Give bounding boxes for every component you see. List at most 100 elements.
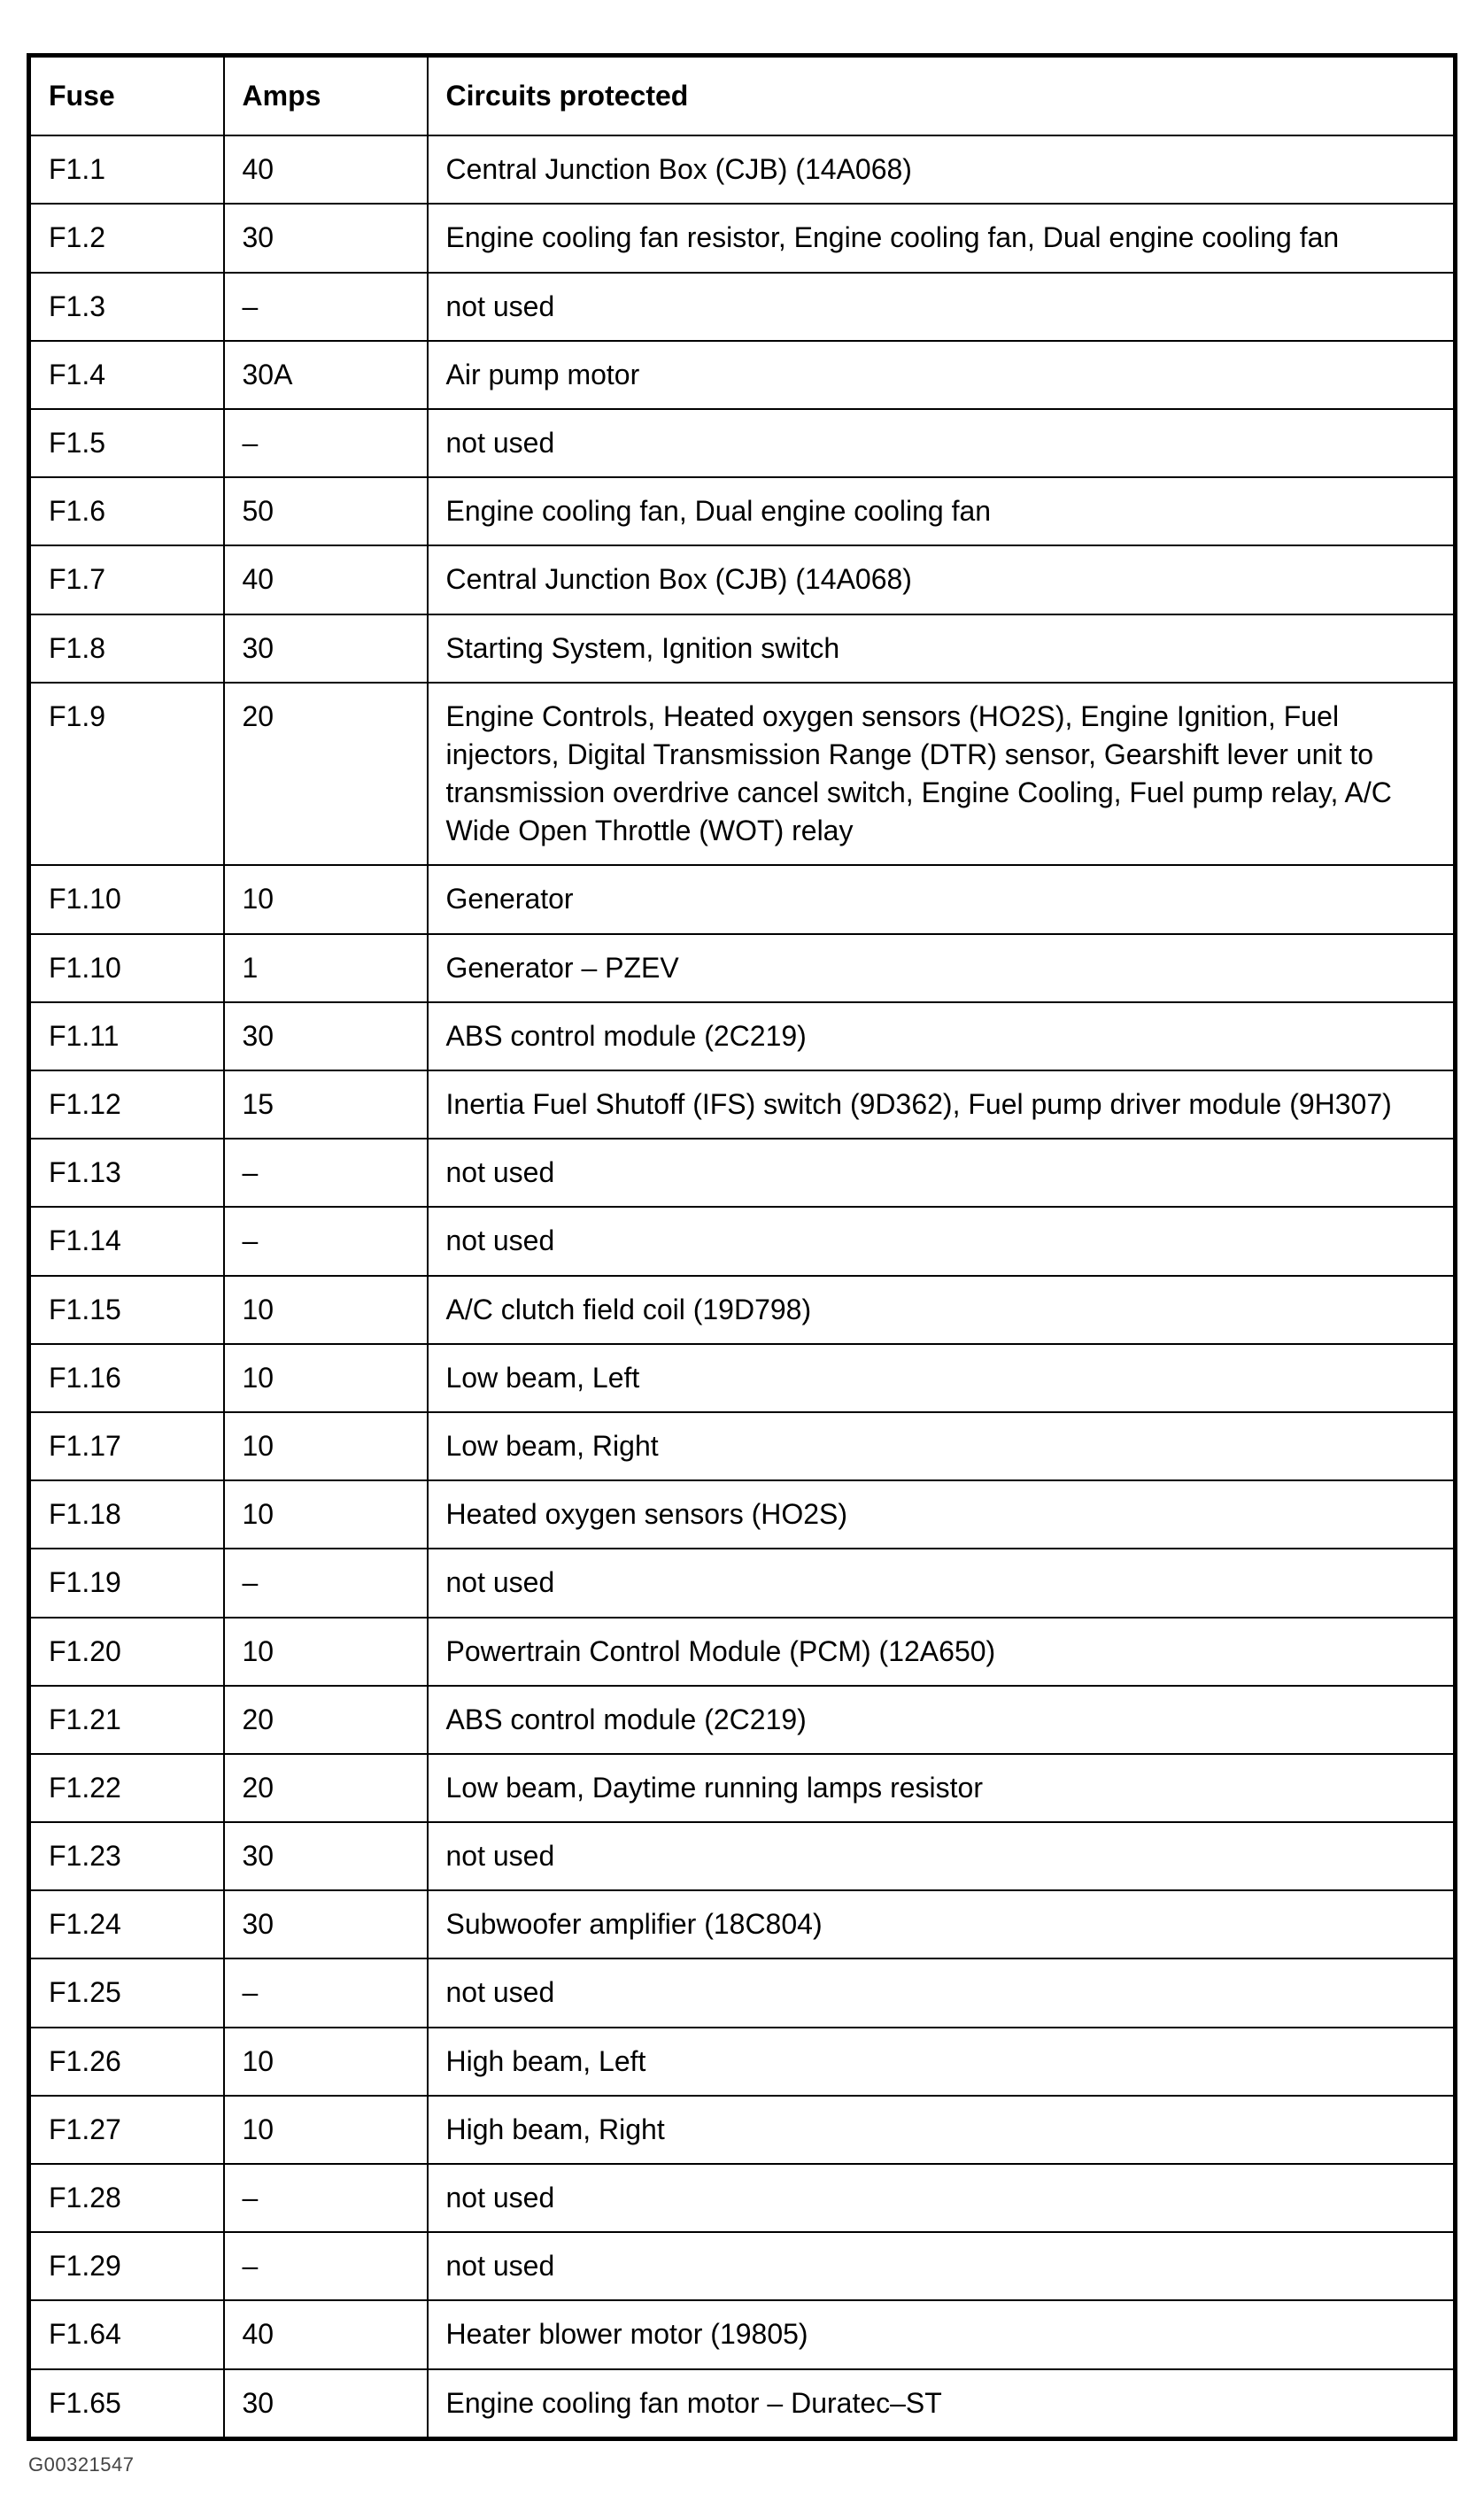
- table-row: F1.5–not used: [29, 409, 1456, 477]
- cell-fuse: F1.14: [29, 1207, 224, 1275]
- cell-fuse: F1.26: [29, 2028, 224, 2096]
- table-row: F1.1610Low beam, Left: [29, 1344, 1456, 1412]
- cell-amps: 20: [224, 1754, 428, 1822]
- table-row: F1.1510A/C clutch field coil (19D798): [29, 1276, 1456, 1344]
- cell-circuits: not used: [428, 2232, 1456, 2300]
- cell-circuits: Low beam, Daytime running lamps resistor: [428, 1754, 1456, 1822]
- cell-circuits: Central Junction Box (CJB) (14A068): [428, 545, 1456, 614]
- table-row: F1.2610High beam, Left: [29, 2028, 1456, 2096]
- cell-amps: 40: [224, 2300, 428, 2368]
- cell-amps: 30: [224, 1890, 428, 1958]
- table-row: F1.2120ABS control module (2C219): [29, 1686, 1456, 1754]
- cell-fuse: F1.1: [29, 135, 224, 204]
- cell-amps: 30: [224, 2369, 428, 2439]
- cell-fuse: F1.9: [29, 683, 224, 866]
- cell-fuse: F1.65: [29, 2369, 224, 2439]
- cell-circuits: Heater blower motor (19805): [428, 2300, 1456, 2368]
- cell-circuits: High beam, Right: [428, 2096, 1456, 2164]
- table-row: F1.6440Heater blower motor (19805): [29, 2300, 1456, 2368]
- table-row: F1.29–not used: [29, 2232, 1456, 2300]
- cell-amps: 10: [224, 2096, 428, 2164]
- cell-amps: 30: [224, 614, 428, 683]
- table-row: F1.230Engine cooling fan resistor, Engin…: [29, 204, 1456, 272]
- cell-amps: 10: [224, 1412, 428, 1480]
- cell-amps: 10: [224, 1276, 428, 1344]
- cell-amps: –: [224, 2232, 428, 2300]
- header-amps: Amps: [224, 56, 428, 136]
- table-row: F1.2220Low beam, Daytime running lamps r…: [29, 1754, 1456, 1822]
- cell-amps: –: [224, 1139, 428, 1207]
- table-row: F1.740Central Junction Box (CJB) (14A068…: [29, 545, 1456, 614]
- cell-amps: 20: [224, 683, 428, 866]
- table-row: F1.101Generator – PZEV: [29, 934, 1456, 1002]
- cell-amps: 30: [224, 1002, 428, 1070]
- cell-circuits: Engine cooling fan motor – Duratec–ST: [428, 2369, 1456, 2439]
- cell-fuse: F1.11: [29, 1002, 224, 1070]
- cell-circuits: Heated oxygen sensors (HO2S): [428, 1480, 1456, 1549]
- table-row: F1.1130ABS control module (2C219): [29, 1002, 1456, 1070]
- cell-circuits: Generator – PZEV: [428, 934, 1456, 1002]
- table-row: F1.650Engine cooling fan, Dual engine co…: [29, 477, 1456, 545]
- table-row: F1.6530Engine cooling fan motor – Durate…: [29, 2369, 1456, 2439]
- cell-circuits: Engine Controls, Heated oxygen sensors (…: [428, 683, 1456, 866]
- cell-circuits: Generator: [428, 865, 1456, 933]
- header-circuits: Circuits protected: [428, 56, 1456, 136]
- cell-amps: 20: [224, 1686, 428, 1754]
- cell-amps: –: [224, 273, 428, 341]
- table-row: F1.2710High beam, Right: [29, 2096, 1456, 2164]
- cell-fuse: F1.15: [29, 1276, 224, 1344]
- cell-amps: 40: [224, 135, 428, 204]
- cell-fuse: F1.20: [29, 1618, 224, 1686]
- cell-amps: 10: [224, 1480, 428, 1549]
- fuse-table-page: Fuse Amps Circuits protected F1.140Centr…: [0, 0, 1484, 2503]
- cell-fuse: F1.13: [29, 1139, 224, 1207]
- cell-fuse: F1.23: [29, 1822, 224, 1890]
- table-row: F1.19–not used: [29, 1549, 1456, 1617]
- table-row: F1.140Central Junction Box (CJB) (14A068…: [29, 135, 1456, 204]
- cell-fuse: F1.3: [29, 273, 224, 341]
- table-row: F1.2330not used: [29, 1822, 1456, 1890]
- table-row: F1.25–not used: [29, 1958, 1456, 2027]
- cell-circuits: not used: [428, 1139, 1456, 1207]
- cell-fuse: F1.7: [29, 545, 224, 614]
- cell-circuits: not used: [428, 1822, 1456, 1890]
- cell-fuse: F1.2: [29, 204, 224, 272]
- cell-amps: –: [224, 1958, 428, 2027]
- table-header-row: Fuse Amps Circuits protected: [29, 56, 1456, 136]
- table-row: F1.1010Generator: [29, 865, 1456, 933]
- table-row: F1.1710Low beam, Right: [29, 1412, 1456, 1480]
- cell-amps: 50: [224, 477, 428, 545]
- table-row: F1.13–not used: [29, 1139, 1456, 1207]
- cell-circuits: not used: [428, 1207, 1456, 1275]
- cell-circuits: ABS control module (2C219): [428, 1002, 1456, 1070]
- cell-circuits: Starting System, Ignition switch: [428, 614, 1456, 683]
- table-row: F1.2010Powertrain Control Module (PCM) (…: [29, 1618, 1456, 1686]
- cell-fuse: F1.5: [29, 409, 224, 477]
- table-row: F1.430AAir pump motor: [29, 341, 1456, 409]
- cell-amps: –: [224, 1207, 428, 1275]
- cell-fuse: F1.19: [29, 1549, 224, 1617]
- table-row: F1.1215Inertia Fuel Shutoff (IFS) switch…: [29, 1070, 1456, 1139]
- cell-circuits: not used: [428, 1549, 1456, 1617]
- cell-amps: 1: [224, 934, 428, 1002]
- cell-fuse: F1.24: [29, 1890, 224, 1958]
- cell-fuse: F1.29: [29, 2232, 224, 2300]
- table-row: F1.1810Heated oxygen sensors (HO2S): [29, 1480, 1456, 1549]
- cell-circuits: A/C clutch field coil (19D798): [428, 1276, 1456, 1344]
- cell-circuits: Low beam, Left: [428, 1344, 1456, 1412]
- cell-amps: 30A: [224, 341, 428, 409]
- cell-amps: –: [224, 409, 428, 477]
- cell-fuse: F1.21: [29, 1686, 224, 1754]
- table-row: F1.2430Subwoofer amplifier (18C804): [29, 1890, 1456, 1958]
- cell-fuse: F1.17: [29, 1412, 224, 1480]
- table-row: F1.920Engine Controls, Heated oxygen sen…: [29, 683, 1456, 866]
- cell-circuits: not used: [428, 1958, 1456, 2027]
- cell-circuits: Engine cooling fan, Dual engine cooling …: [428, 477, 1456, 545]
- cell-amps: 40: [224, 545, 428, 614]
- cell-fuse: F1.6: [29, 477, 224, 545]
- cell-fuse: F1.10: [29, 865, 224, 933]
- cell-circuits: not used: [428, 273, 1456, 341]
- cell-circuits: High beam, Left: [428, 2028, 1456, 2096]
- header-fuse: Fuse: [29, 56, 224, 136]
- cell-amps: –: [224, 1549, 428, 1617]
